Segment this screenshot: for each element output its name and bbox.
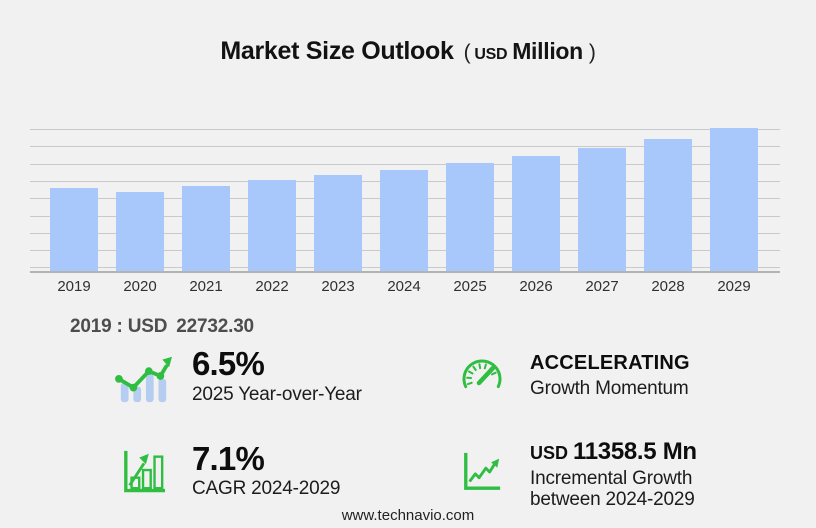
x-tick-label-2029: 2029 [717,278,751,295]
incremental-label: Incremental Growth between 2024-2029 [530,467,695,510]
title-unit: Million [512,38,583,64]
x-tick-label-2027: 2027 [585,278,619,295]
bar-2021 [182,186,230,271]
technavio-link[interactable]: www.technavio.com [341,507,475,524]
x-tick-label-2028: 2028 [651,278,685,295]
momentum-label: Growth Momentum [530,378,689,400]
base-year-callout: 2019 : USD 22732.30 [70,316,816,338]
bar-2022 [248,180,296,271]
yoy-label: 2025 Year-over-Year [192,383,362,405]
bar-chart-growth-icon [112,449,176,493]
x-tick-label-2025: 2025 [453,278,487,295]
bar-2029 [710,127,758,271]
bar-2019 [50,187,98,271]
bar-2025 [446,162,494,271]
x-tick-label-2022: 2022 [255,278,289,295]
cagr-value: 7.1% [192,439,265,477]
bar-2026 [512,155,560,271]
incremental-value-amount: 11358.5 Mn [573,437,697,465]
stat-cagr: 7.1% CAGR 2024-2029 [112,431,450,510]
title-paren-close: ) [588,41,596,64]
market-size-bar-chart: 2019 2020 2021 2022 2023 2024 2025 2026 2027 2028… [30,123,780,299]
x-axis-labels: 2019 2020 2021 2022 2023 2024 2025 2026 2027 2028… [30,273,780,299]
x-tick-label-2020: 2020 [123,278,157,295]
stat-incremental-growth: USD 11358.5 Mn Incremental Growth between… [450,431,816,510]
x-tick-label-2026: 2026 [519,278,553,295]
gridline [30,146,780,148]
title-paren-open: ( [463,41,471,64]
speedometer-icon [450,354,514,398]
stat-growth-momentum: ACCELERATING Growth Momentum [450,347,816,405]
cagr-label: CAGR 2024-2029 [192,478,341,500]
x-tick-label-2024: 2024 [387,278,421,295]
plot-area [30,123,780,273]
base-year-value: 22732.30 [176,316,254,337]
footer: www.technavio.com [0,507,816,524]
incremental-value-currency: USD [530,442,569,463]
x-tick-label-2021: 2021 [189,278,223,295]
title-currency: USD [474,46,508,63]
stats-grid: 6.5% 2025 Year-over-Year ACCELERATING Gr… [112,347,816,510]
gridline [30,163,780,165]
x-tick-label-2023: 2023 [321,278,355,295]
bar-2028 [644,139,692,271]
x-tick-label-2019: 2019 [57,278,91,295]
momentum-value: ACCELERATING [530,352,690,375]
page-title: Market Size Outlook (USD Million) [0,0,816,66]
yoy-value: 6.5% [192,345,265,382]
trend-bars-icon [112,348,176,404]
bar-2024 [380,169,428,271]
gridline [30,129,780,130]
base-year-prefix: 2019 : USD [70,316,168,337]
stat-yoy-growth: 6.5% 2025 Year-over-Year [112,347,450,405]
incremental-value: USD 11358.5 Mn [530,431,726,465]
line-chart-growth-icon [450,450,514,492]
title-main: Market Size Outlook [220,37,454,65]
bar-2027 [578,147,626,271]
bar-2020 [116,191,164,271]
bar-2023 [314,175,362,271]
